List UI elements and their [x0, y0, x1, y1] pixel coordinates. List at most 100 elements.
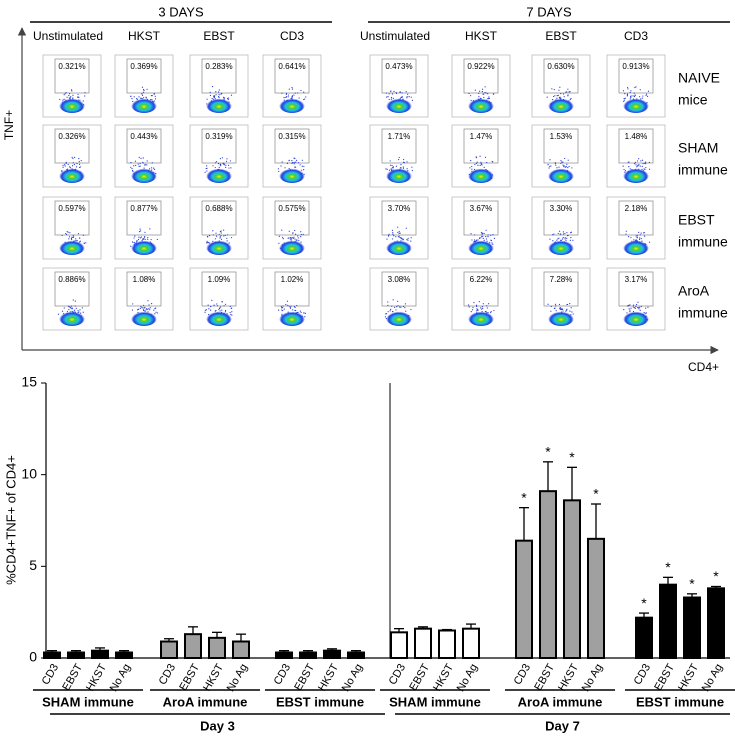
event-dot	[399, 91, 401, 93]
gate-percent: 0.369%	[130, 62, 157, 71]
bar	[275, 651, 293, 659]
event-dot	[385, 92, 387, 94]
event-dot	[206, 235, 209, 238]
column-header: CD3	[280, 29, 304, 43]
event-dot	[485, 229, 487, 231]
event-dot	[68, 93, 71, 95]
event-dot	[629, 91, 631, 94]
bar	[563, 499, 581, 660]
event-dot	[493, 93, 495, 95]
event-dot	[142, 307, 144, 309]
event-dot	[390, 308, 392, 311]
event-dot	[403, 162, 405, 164]
event-dot	[229, 312, 231, 314]
event-dot	[405, 227, 407, 229]
event-dot	[303, 312, 305, 314]
event-dot	[570, 307, 572, 309]
density-blob	[548, 239, 574, 255]
flow-panel: TNF+ CD4+ 3 DAYS Unstimulated HKST EBST CD3 0…	[2, 4, 730, 374]
event-dot	[73, 163, 76, 166]
event-dot	[219, 237, 221, 239]
event-dot	[481, 306, 483, 308]
gate	[201, 128, 237, 164]
event-dot	[411, 99, 413, 101]
event-dot	[632, 306, 634, 308]
event-dot	[549, 165, 551, 168]
event-dot	[281, 236, 284, 238]
group-label: AroA immune	[518, 694, 603, 709]
event-dot	[227, 164, 230, 166]
density-blob	[548, 310, 574, 326]
event-dot	[294, 229, 296, 232]
event-dot	[559, 307, 561, 310]
event-dot	[223, 235, 225, 237]
event-dot	[152, 167, 155, 169]
event-dot	[556, 95, 558, 97]
density-blob	[206, 97, 232, 113]
x-tick-label: No Ag	[455, 662, 480, 694]
event-dot	[142, 162, 144, 164]
event-dot	[65, 162, 67, 165]
x-tick-label: CD3	[387, 662, 408, 687]
event-dot	[84, 92, 86, 94]
event-dot	[490, 240, 493, 242]
event-dot	[627, 236, 630, 238]
event-dot	[278, 235, 280, 237]
event-dot	[569, 91, 571, 93]
event-dot	[141, 93, 143, 95]
event-dot	[215, 91, 217, 93]
event-dot	[566, 308, 568, 310]
event-dot	[218, 308, 220, 311]
row-label: SHAM	[678, 140, 718, 156]
event-dot	[407, 239, 409, 241]
event-dot	[486, 307, 488, 309]
event-dot	[630, 236, 632, 239]
event-dot	[138, 230, 141, 233]
column-header: Unstimulated	[360, 29, 430, 43]
event-dot	[212, 230, 214, 232]
gate-percent: 1.08%	[133, 275, 156, 284]
event-dot	[62, 164, 64, 167]
column-header: EBST	[545, 29, 577, 43]
event-dot	[206, 241, 208, 244]
dot-plot-frame	[451, 54, 511, 118]
event-dot	[623, 99, 625, 101]
y-tick-label: 0	[29, 649, 37, 665]
event-dot	[296, 304, 298, 307]
event-dot	[65, 161, 67, 163]
event-dot	[647, 306, 649, 308]
event-dot	[219, 158, 222, 160]
event-dot	[229, 160, 232, 162]
bar	[438, 629, 456, 659]
event-dot	[474, 89, 476, 91]
event-dot	[632, 304, 635, 306]
gate-percent: 6.22%	[470, 275, 493, 284]
event-dot	[300, 236, 302, 238]
event-dot	[644, 163, 647, 165]
event-dot	[563, 165, 565, 167]
event-dot	[68, 236, 71, 238]
event-dot	[281, 229, 283, 231]
density-blob	[623, 239, 649, 255]
event-dot	[400, 163, 402, 166]
event-dot	[84, 95, 86, 97]
x-tick-label: No Ag	[108, 662, 133, 694]
gate-percent: 0.321%	[58, 62, 85, 71]
event-dot	[220, 230, 222, 232]
event-dot	[403, 158, 405, 161]
event-dot	[82, 311, 84, 313]
density-blob	[59, 239, 85, 255]
event-dot	[399, 306, 401, 308]
event-dot	[74, 300, 76, 302]
event-dot	[206, 165, 208, 167]
bar	[587, 537, 605, 659]
event-dot	[638, 231, 640, 233]
event-dot	[481, 235, 483, 238]
event-dot	[146, 164, 148, 166]
event-dot	[566, 91, 568, 93]
event-dot	[293, 163, 295, 165]
event-dot	[635, 304, 638, 306]
event-dot	[482, 232, 484, 234]
event-dot	[79, 237, 81, 239]
event-dot	[209, 91, 211, 93]
